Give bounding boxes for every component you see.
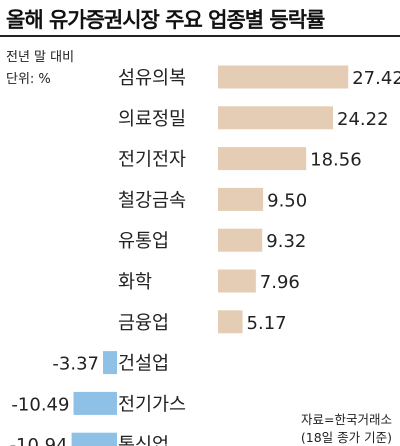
bar: [103, 351, 117, 375]
source-label: 자료=한국거래소: [301, 412, 392, 427]
unit-note: 단위: %: [6, 72, 51, 87]
bar: [218, 187, 264, 211]
title-divider: [0, 35, 400, 37]
bar: [73, 391, 117, 415]
category-label: 철강금속: [118, 190, 186, 211]
category-label: 유통업: [118, 231, 169, 252]
category-label: 섬유의복: [118, 68, 186, 89]
bar: [218, 106, 334, 130]
bar: [71, 432, 117, 446]
bar: [218, 228, 263, 252]
chart-title: 올해 유가증권시장 주요 업종별 등락률: [6, 8, 325, 32]
comparison-note: 전년 말 대비: [6, 50, 75, 65]
category-label: 화학: [118, 272, 152, 293]
category-label: 전기가스: [118, 394, 186, 415]
data-label: -10.49: [11, 394, 69, 415]
bar: [218, 65, 349, 89]
data-label: 5.17: [247, 313, 287, 334]
data-label: -3.37: [52, 354, 99, 375]
data-label: 9.32: [266, 231, 306, 252]
data-label: 27.42: [352, 68, 400, 89]
data-label: 18.56: [310, 150, 362, 171]
data-label: 7.96: [260, 272, 300, 293]
data-label: -10.94: [10, 435, 68, 446]
bar: [218, 269, 256, 293]
category-label: 건설업: [118, 354, 169, 375]
category-label: 통신업: [118, 435, 169, 446]
data-label: 9.50: [267, 190, 307, 211]
category-label: 의료정밀: [118, 109, 186, 130]
bar: [218, 310, 243, 334]
category-label: 전기전자: [118, 150, 186, 171]
category-label: 금융업: [118, 313, 169, 334]
data-label: 24.22: [337, 109, 389, 130]
source-note: (18일 종가 기준): [300, 430, 392, 445]
bar: [218, 147, 307, 171]
